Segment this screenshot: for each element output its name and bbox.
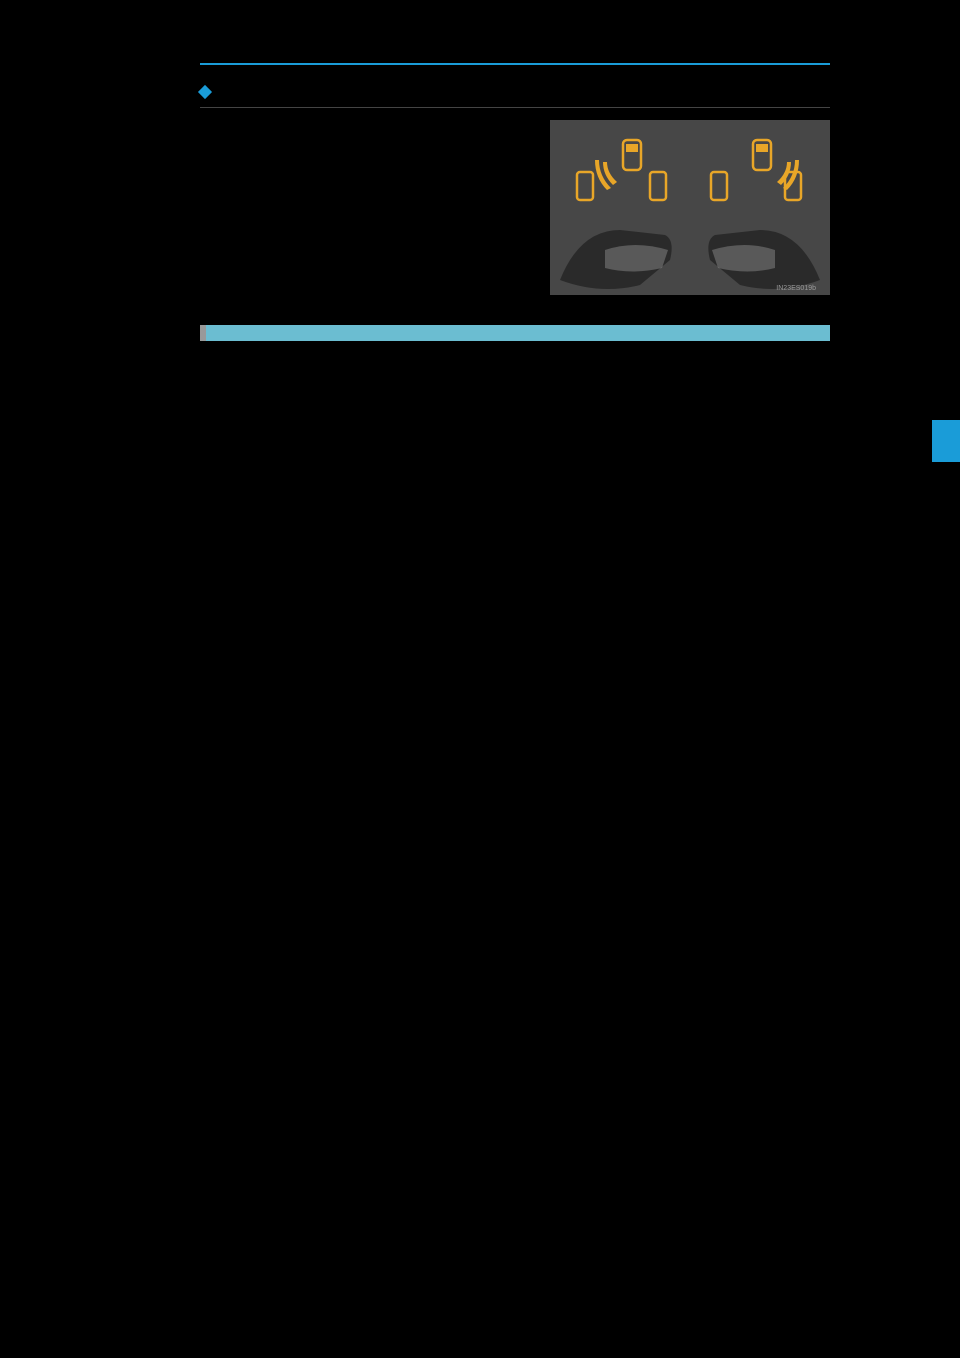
header-rule: [200, 63, 830, 65]
mirror-row: IN23ES019b: [200, 120, 830, 295]
page-header: [200, 55, 830, 63]
mirror-section-title-row: [200, 87, 830, 108]
mirror-right: IN23ES019b: [690, 120, 830, 295]
mirror-description: [200, 120, 530, 295]
warning-lights-header: [200, 325, 830, 341]
svg-text:IN23ES019b: IN23ES019b: [776, 285, 816, 292]
bullet-diamond-icon: [198, 85, 212, 99]
chapter-tab: [932, 420, 960, 462]
mirror-figure: IN23ES019b: [550, 120, 830, 295]
mirror-left: [550, 120, 690, 295]
